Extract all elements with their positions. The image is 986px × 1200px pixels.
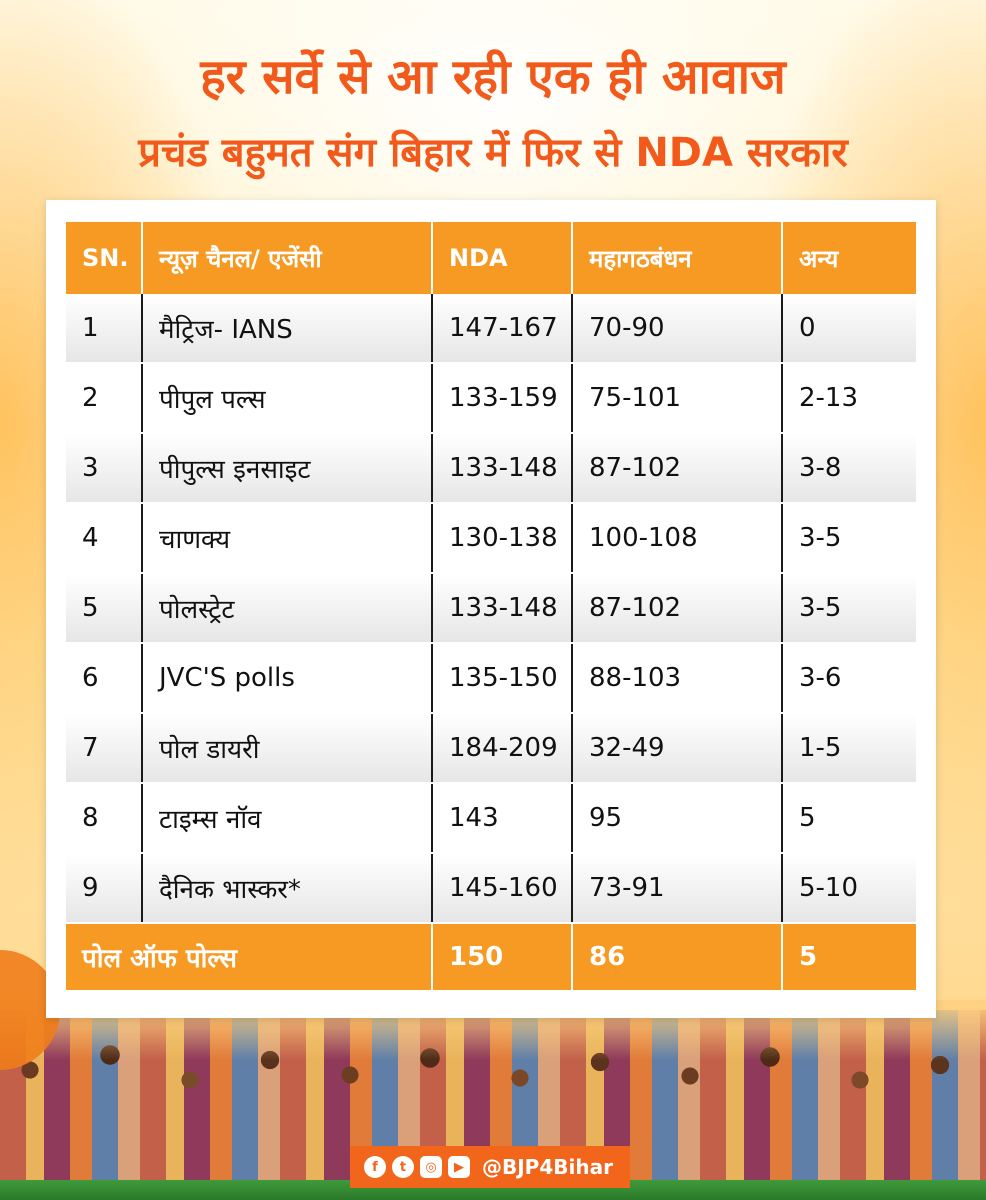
instagram-icon[interactable]: ◎ bbox=[420, 1156, 442, 1178]
table-row: 7 पोल डायरी 184-209 32-49 1-5 bbox=[66, 713, 916, 784]
header-agency: न्यूज़ चैनल/ एजेंसी bbox=[142, 222, 433, 294]
table-row: 1 मैट्रिज- IANS 147-167 70-90 0 bbox=[66, 294, 916, 364]
table-row: 4 चाणक्य 130-138 100-108 3-5 bbox=[66, 503, 916, 574]
cell-nda: 135-150 bbox=[432, 643, 573, 714]
table-row: 6 JVC'S polls 135-150 88-103 3-6 bbox=[66, 643, 916, 714]
green-strip bbox=[0, 1180, 986, 1200]
cell-mahagathbandhan: 87-102 bbox=[572, 573, 783, 644]
cell-agency: पोलस्ट्रेट bbox=[142, 573, 433, 644]
cell-mahagathbandhan: 73-91 bbox=[572, 853, 783, 924]
survey-table: SN. न्यूज़ चैनल/ एजेंसी NDA महागठबंधन अन… bbox=[66, 222, 916, 990]
twitter-icon[interactable]: t bbox=[392, 1156, 414, 1178]
cell-others: 5-10 bbox=[782, 853, 916, 924]
cell-sn: 9 bbox=[66, 853, 143, 924]
cell-others: 5 bbox=[782, 783, 916, 854]
cell-others: 3-6 bbox=[782, 643, 916, 714]
cell-others: 0 bbox=[782, 294, 916, 364]
table-row: 3 पीपुल्स इनसाइट 133-148 87-102 3-8 bbox=[66, 433, 916, 504]
cell-sn: 6 bbox=[66, 643, 143, 714]
facebook-icon[interactable]: f bbox=[364, 1156, 386, 1178]
cell-mahagathbandhan: 32-49 bbox=[572, 713, 783, 784]
subheadline: प्रचंड बहुमत संग बिहार में फिर से NDA सर… bbox=[138, 130, 848, 176]
cell-others: 2-13 bbox=[782, 363, 916, 434]
cell-agency: दैनिक भास्कर* bbox=[142, 853, 433, 924]
cell-others: 3-5 bbox=[782, 573, 916, 644]
cell-sn: 8 bbox=[66, 783, 143, 854]
cell-agency: पीपुल्स इनसाइट bbox=[142, 433, 433, 504]
cell-nda: 147-167 bbox=[432, 294, 573, 364]
cell-mahagathbandhan: 75-101 bbox=[572, 363, 783, 434]
social-bar: f t ◎ ▶ @BJP4Bihar bbox=[350, 1146, 630, 1188]
cell-agency: पीपुल पल्स bbox=[142, 363, 433, 434]
cell-others: 3-5 bbox=[782, 503, 916, 574]
cell-sn: 7 bbox=[66, 713, 143, 784]
cell-sn: 2 bbox=[66, 363, 143, 434]
table-header-row: SN. न्यूज़ चैनल/ एजेंसी NDA महागठबंधन अन… bbox=[66, 222, 916, 294]
poll-of-polls-mahagathbandhan: 86 bbox=[572, 923, 783, 990]
cell-nda: 130-138 bbox=[432, 503, 573, 574]
cell-agency: पोल डायरी bbox=[142, 713, 433, 784]
social-handle[interactable]: @BJP4Bihar bbox=[482, 1155, 613, 1179]
header-sn: SN. bbox=[66, 222, 143, 294]
cell-others: 3-8 bbox=[782, 433, 916, 504]
cell-mahagathbandhan: 70-90 bbox=[572, 294, 783, 364]
youtube-icon[interactable]: ▶ bbox=[448, 1156, 470, 1178]
poll-of-polls-others: 5 bbox=[782, 923, 916, 990]
cell-nda: 145-160 bbox=[432, 853, 573, 924]
cell-mahagathbandhan: 100-108 bbox=[572, 503, 783, 574]
cell-nda: 133-159 bbox=[432, 363, 573, 434]
cell-agency: मैट्रिज- IANS bbox=[142, 294, 433, 364]
cell-agency: टाइम्स नॉव bbox=[142, 783, 433, 854]
cell-sn: 1 bbox=[66, 294, 143, 364]
header-others: अन्य bbox=[782, 222, 916, 294]
table-row: 2 पीपुल पल्स 133-159 75-101 2-13 bbox=[66, 363, 916, 434]
cell-sn: 4 bbox=[66, 503, 143, 574]
cell-agency: चाणक्य bbox=[142, 503, 433, 574]
table-row: 8 टाइम्स नॉव 143 95 5 bbox=[66, 783, 916, 854]
cell-sn: 5 bbox=[66, 573, 143, 644]
table-card: SN. न्यूज़ चैनल/ एजेंसी NDA महागठबंधन अन… bbox=[46, 200, 936, 1018]
table-row: 5 पोलस्ट्रेट 133-148 87-102 3-5 bbox=[66, 573, 916, 644]
table-row: 9 दैनिक भास्कर* 145-160 73-91 5-10 bbox=[66, 853, 916, 924]
poll-of-polls-nda: 150 bbox=[432, 923, 573, 990]
headline: हर सर्वे से आ रही एक ही आवाज bbox=[200, 49, 786, 105]
header-nda: NDA bbox=[432, 222, 573, 294]
cell-mahagathbandhan: 88-103 bbox=[572, 643, 783, 714]
cell-nda: 184-209 bbox=[432, 713, 573, 784]
poll-of-polls-row: पोल ऑफ पोल्स 150 86 5 bbox=[66, 923, 916, 990]
cell-mahagathbandhan: 95 bbox=[572, 783, 783, 854]
header-mahagathbandhan: महागठबंधन bbox=[572, 222, 783, 294]
cell-mahagathbandhan: 87-102 bbox=[572, 433, 783, 504]
cell-nda: 133-148 bbox=[432, 573, 573, 644]
cell-agency: JVC'S polls bbox=[142, 643, 433, 714]
poll-of-polls-label: पोल ऑफ पोल्स bbox=[66, 923, 433, 990]
cell-sn: 3 bbox=[66, 433, 143, 504]
cell-nda: 143 bbox=[432, 783, 573, 854]
cell-nda: 133-148 bbox=[432, 433, 573, 504]
cell-others: 1-5 bbox=[782, 713, 916, 784]
